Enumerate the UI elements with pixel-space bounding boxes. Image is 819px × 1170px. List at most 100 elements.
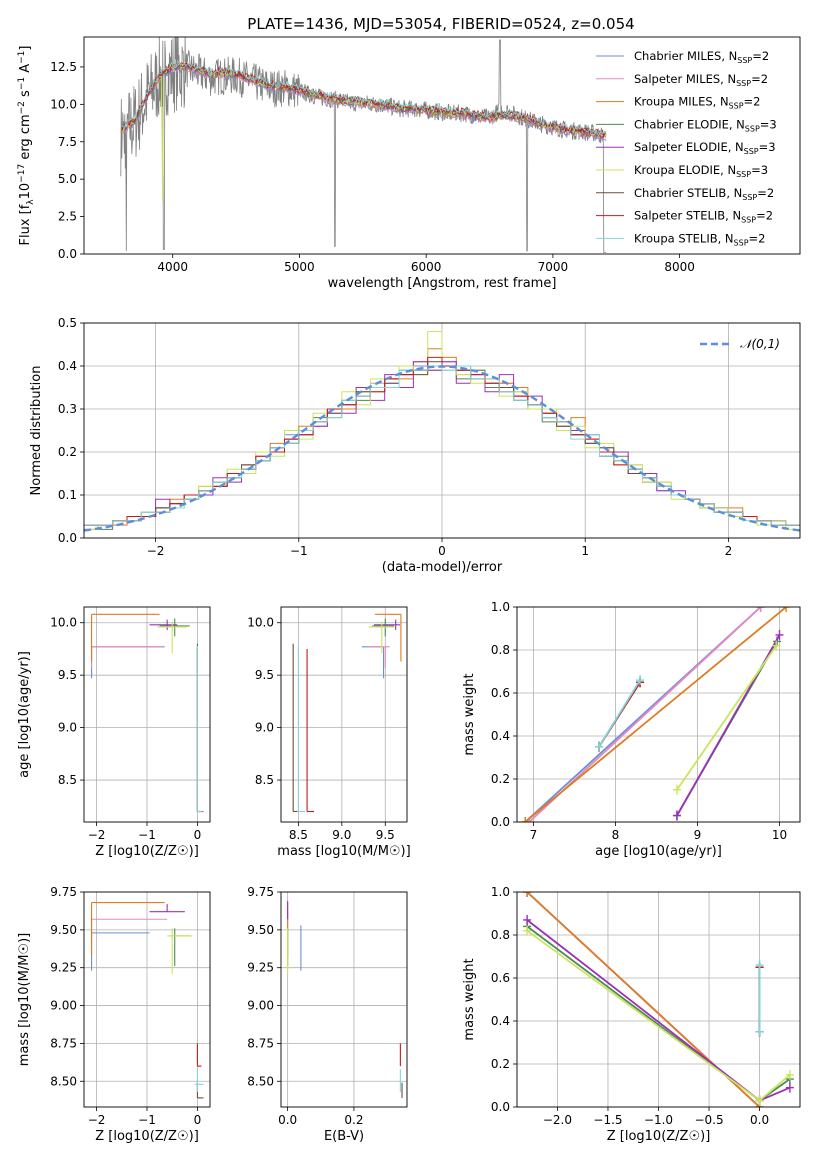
y-tick-label: 8.5: [58, 773, 77, 787]
age-vs-metallicity-panel: −2 −1 0 8.5 9.0 9.5 10.0 Z [log10(Z/Z☉)] age [lo…: [17, 606, 211, 859]
weight-vs-age-panel: 7 8 9 10 0.0 0.2 0.4 0.6 0.8 1.0 age [log10(age/yr…: [462, 600, 801, 859]
x-tick-label: 7000: [538, 260, 569, 274]
weight-line: [524, 607, 787, 822]
y-tick-label: 9.0: [255, 721, 274, 735]
model-spectrum: [121, 59, 607, 135]
legend-text: Chabrier STELIB, N: [634, 186, 742, 200]
y-tick-label: 12.5: [50, 60, 77, 74]
y-tick-label: 10.0: [247, 616, 274, 630]
y-axis-label: age [log10(age/yr)]: [17, 651, 32, 778]
legend-sub: SSP: [741, 216, 756, 225]
legend-tail: =2: [757, 186, 774, 200]
y-tick-label: 8.75: [50, 1036, 77, 1050]
x-tick-label: 4000: [157, 260, 188, 274]
legend-tail: =2: [751, 72, 768, 86]
y-label-part: Flux [f: [18, 204, 33, 245]
legend-label: Salpeter STELIB, NSSP=2: [634, 209, 773, 225]
y-label-part: −1: [17, 51, 27, 64]
legend-sub: SSP: [737, 56, 752, 65]
histogram-lines: [84, 331, 800, 532]
y-axis-label: mass weight: [462, 958, 477, 1040]
legend-sub: SSP: [745, 124, 760, 133]
legend-label: Chabrier ELODIE, NSSP=3: [634, 117, 777, 133]
x-axis-label: wavelength [Angstrom, rest frame]: [328, 276, 557, 291]
spectrum-panel: 4000 5000 6000 7000 8000 0.0 2.5 5.0 7.5 10.0 12.5…: [17, 36, 801, 291]
y-tick-label: 8.75: [247, 1036, 274, 1050]
legend-tail: =3: [751, 163, 768, 177]
figure-title: PLATE=1436, MJD=53054, FIBERID=0524, z=0…: [247, 15, 634, 33]
y-tick-label: 0.0: [491, 815, 510, 829]
x-tick-label: 0.2: [344, 1113, 363, 1127]
axes-frame: [280, 606, 408, 823]
x-tick-label: −2: [88, 828, 106, 842]
y-label-part: −2: [17, 101, 27, 114]
y-tick-label: 0.6: [491, 686, 510, 700]
y-tick-label: 9.25: [247, 961, 274, 975]
y-tick-label: 5.0: [58, 172, 77, 186]
y-tick-label: 9.0: [58, 721, 77, 735]
x-tick-label: 5000: [284, 260, 315, 274]
x-tick-label: 10: [772, 828, 787, 842]
weight-lines: [523, 892, 794, 1107]
axes-frame: [516, 891, 801, 1108]
legend-tail: =2: [752, 49, 769, 63]
axes-frame: [83, 36, 801, 255]
legend-sub: SSP: [742, 193, 757, 202]
errorbars: [292, 613, 402, 813]
y-label-part: −17: [17, 164, 27, 183]
x-tick-label: −2: [88, 1113, 106, 1127]
y-tick-label: 0.1: [58, 488, 77, 502]
legend-label: Kroupa STELIB, NSSP=2: [634, 231, 765, 247]
x-tick-label: 9.0: [332, 828, 351, 842]
x-tick-label: −1.0: [644, 1113, 673, 1127]
y-axis-label: Normed distribution: [29, 366, 44, 496]
legend-label: 𝒩(0,1): [740, 337, 780, 351]
mass-vs-extinction-panel: 0.0 0.2 8.50 8.75 9.00 9.25 9.50 9.75 E(B-V): [247, 885, 408, 1144]
y-tick-label: 0.6: [491, 971, 510, 985]
age-vs-mass-panel: 8.5 9.0 9.5 8.5 9.0 9.5 10.0 mass [log10(M/M☉)]: [247, 606, 411, 859]
legend-sub: SSP: [736, 79, 751, 88]
axes-frame: [516, 606, 801, 823]
legend-tail: =2: [756, 209, 773, 223]
x-axis-label: Z [log10(Z/Z☉)]: [95, 1129, 199, 1144]
y-tick-label: 10.0: [50, 616, 77, 630]
x-tick-label: −1.5: [593, 1113, 622, 1127]
y-tick-label: 0.2: [58, 445, 77, 459]
y-tick-label: 9.25: [50, 961, 77, 975]
y-label-part: s: [18, 90, 33, 101]
weight-vs-metallicity-panel: −2.0 −1.5 −1.0 −0.5 0.0 0.0 0.2 0.4 0.6 0.8 1.0 Z […: [462, 885, 801, 1144]
legend-tail: =3: [760, 117, 777, 131]
x-tick-label: 8000: [664, 260, 695, 274]
y-tick-label: 0.4: [58, 359, 77, 373]
y-label-part: λ: [26, 199, 36, 205]
x-tick-label: −2: [147, 544, 165, 558]
legend-tail: =2: [744, 95, 761, 109]
errorbars: [287, 901, 403, 1098]
spectrum-lines: [120, 37, 607, 253]
axes-frame: [83, 606, 211, 823]
legend-text: Chabrier ELODIE, N: [634, 117, 745, 131]
weight-lines: [521, 607, 791, 822]
residuals-panel: −2 −1 0 1 2 0.0 0.1 0.2 0.3 0.4 0.5 (data-model)/er…: [29, 316, 801, 575]
legend-tail: =3: [759, 140, 776, 154]
legend-sub: SSP: [736, 170, 751, 179]
x-axis-label: Z [log10(Z/Z☉)]: [95, 844, 199, 859]
errorbars: [91, 902, 204, 1099]
y-tick-label: 0.0: [491, 1100, 510, 1114]
x-axis-label: E(B-V): [324, 1129, 364, 1144]
y-tick-label: 0.8: [491, 928, 510, 942]
y-tick-label: 0.0: [58, 531, 77, 545]
y-tick-label: 8.5: [255, 773, 274, 787]
y-tick-label: 7.5: [58, 135, 77, 149]
legend-sub: SSP: [734, 238, 749, 247]
y-tick-label: 9.00: [247, 999, 274, 1013]
y-tick-label: 1.0: [491, 885, 510, 899]
y-tick-label: 0.2: [491, 772, 510, 786]
y-tick-label: 1.0: [491, 600, 510, 614]
legend-label: Chabrier MILES, NSSP=2: [634, 49, 769, 65]
y-label-part: A: [18, 64, 33, 77]
legend-text: Salpeter MILES, N: [634, 72, 736, 86]
y-tick-label: 0.5: [58, 316, 77, 330]
x-axis-label: mass [log10(M/M☉)]: [277, 844, 410, 859]
y-tick-label: 9.75: [50, 885, 77, 899]
